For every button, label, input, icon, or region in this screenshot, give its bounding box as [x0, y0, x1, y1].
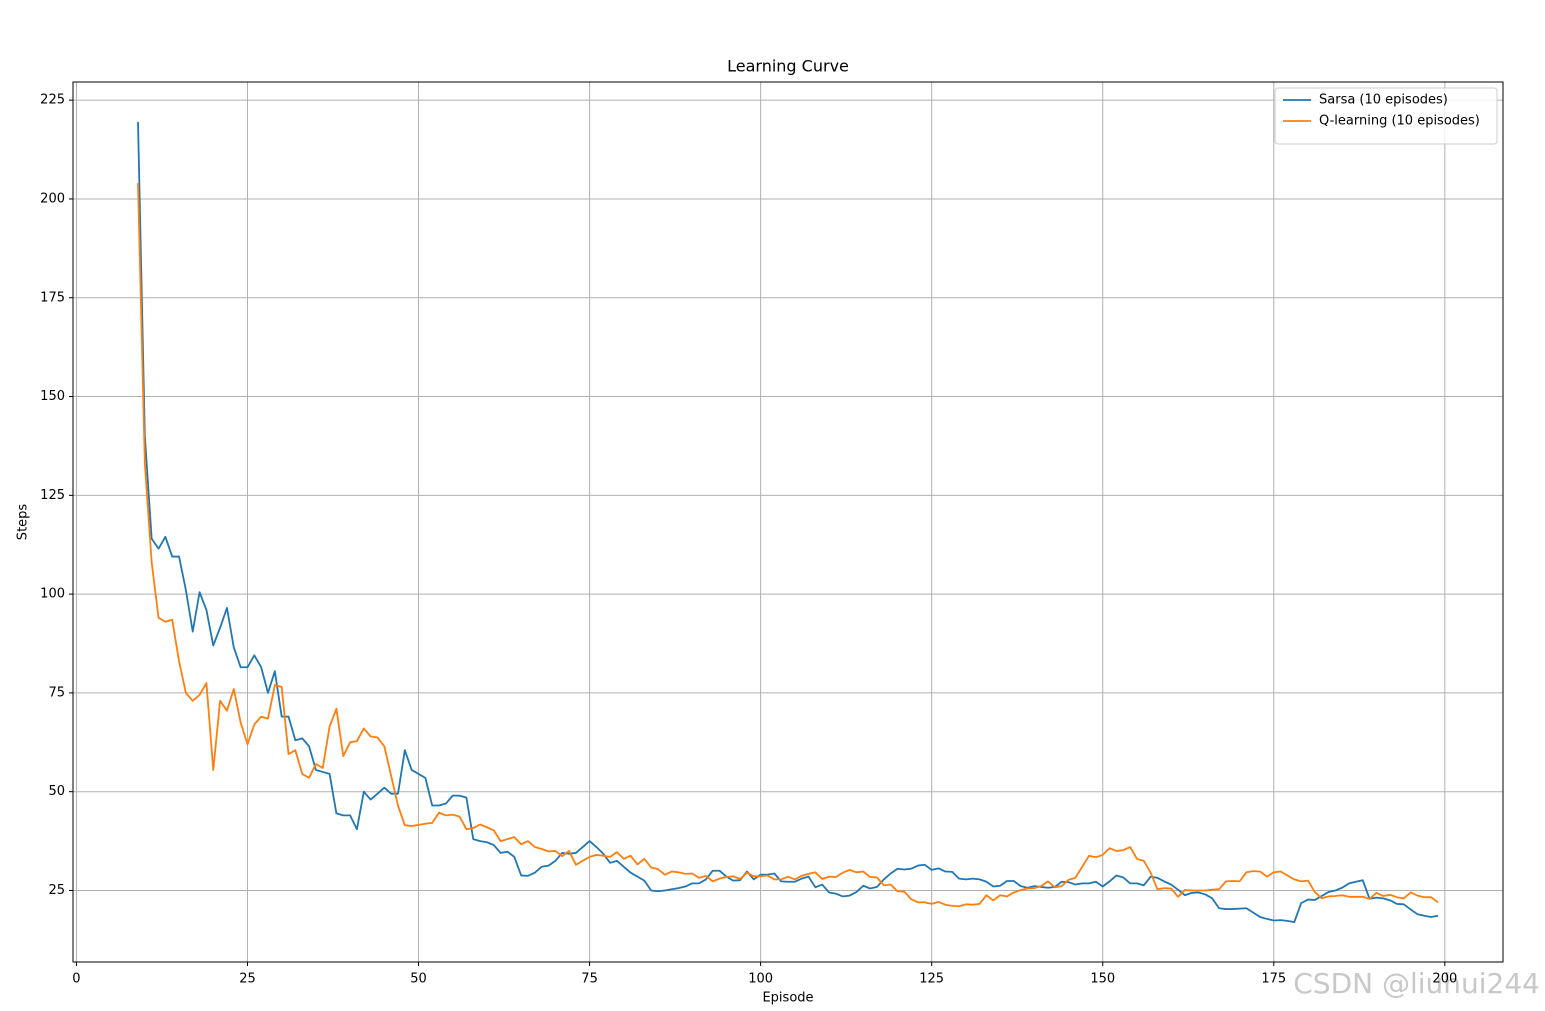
- y-axis-label: Steps: [16, 504, 31, 541]
- plot-frame: [72, 81, 1504, 963]
- y-tick-label: 25: [48, 883, 65, 898]
- x-tick-label: 175: [1261, 972, 1286, 987]
- y-tick-label: 100: [40, 587, 65, 602]
- y-tick-label: 200: [40, 191, 65, 206]
- line-series: [137, 121, 1439, 923]
- x-tick-label: 75: [581, 972, 598, 987]
- x-axis-label: Episode: [762, 991, 813, 1006]
- y-tick-label: 125: [40, 488, 65, 503]
- chart-title: Learning Curve: [727, 57, 849, 76]
- y-tick-label: 175: [40, 290, 65, 305]
- line-series: [137, 183, 1439, 908]
- x-tick-label: 25: [239, 972, 256, 987]
- watermark: CSDN @liuhui244: [1293, 967, 1540, 1000]
- legend-label: Q-learning (10 episodes): [1319, 114, 1480, 129]
- x-tick-label: 125: [919, 972, 944, 987]
- y-tick-label: 50: [48, 784, 65, 799]
- legend: Sarsa (10 episodes) Q-learning (10 episod…: [1274, 87, 1498, 145]
- x-tick-label: 150: [1090, 972, 1115, 987]
- x-tick-label: 50: [410, 972, 427, 987]
- x-tick-label: 0: [72, 972, 80, 987]
- legend-label: Sarsa (10 episodes): [1319, 93, 1448, 108]
- x-tick-label: 200: [1432, 972, 1457, 987]
- legend-box: [1274, 87, 1498, 145]
- y-tick-label: 225: [40, 93, 65, 108]
- x-tick-label: 100: [748, 972, 773, 987]
- y-tick-label: 75: [48, 685, 65, 700]
- y-tick-label: 150: [40, 389, 65, 404]
